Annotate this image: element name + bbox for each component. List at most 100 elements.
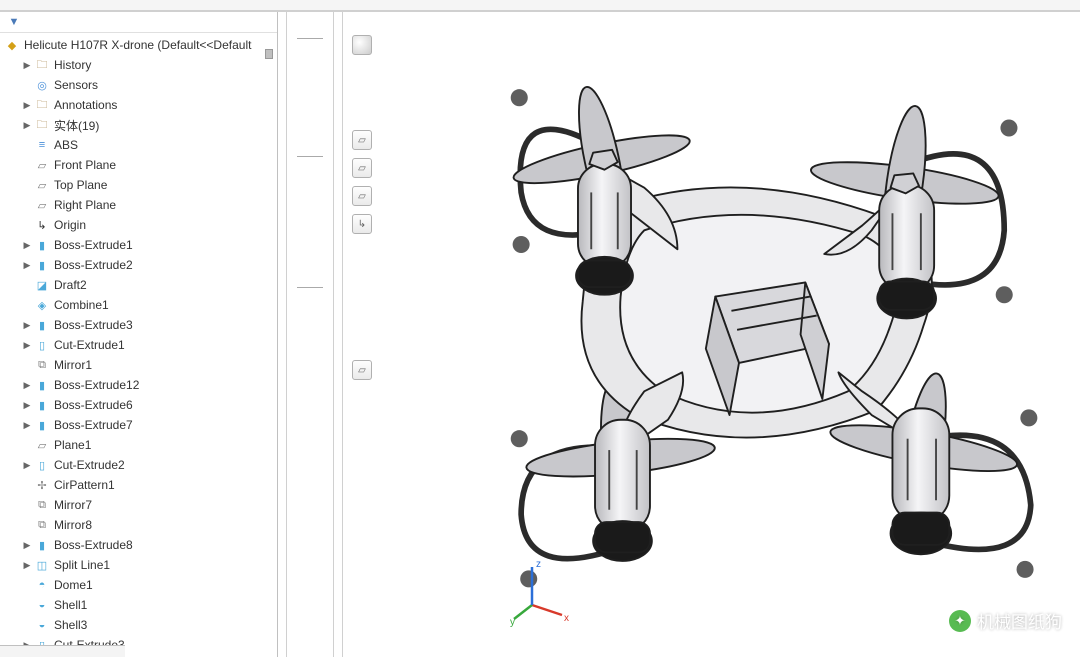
- tree-item[interactable]: ◎ Sensors: [2, 75, 277, 95]
- mirror-icon: ⧉: [34, 517, 50, 533]
- tree-item[interactable]: ≡ABS: [2, 135, 277, 155]
- expand-arrow-icon[interactable]: ▶: [22, 400, 32, 411]
- tree-item[interactable]: ◈Combine1: [2, 295, 277, 315]
- filter-row[interactable]: ▼: [0, 12, 277, 33]
- tree-item-label: Mirror8: [54, 518, 92, 532]
- tree-item-label: Split Line1: [54, 558, 110, 572]
- tree-item[interactable]: ▱Right Plane: [2, 195, 277, 215]
- feature-tree[interactable]: ◆ Helicute H107R X-drone (Default<<Defau…: [0, 33, 277, 657]
- graphics-viewport[interactable]: ▱ ▱ ▱ ↳ ▱: [278, 12, 1080, 657]
- appearance-ball-icon[interactable]: [352, 35, 372, 55]
- view-btn-2[interactable]: ▱: [352, 158, 372, 178]
- part-icon: ◆: [4, 37, 20, 53]
- expand-arrow-icon[interactable]: ▶: [22, 380, 32, 391]
- cut-icon: ▯: [34, 457, 50, 473]
- tree-root[interactable]: ◆ Helicute H107R X-drone (Default<<Defau…: [2, 35, 277, 55]
- tree-item[interactable]: ◓ Dome1: [2, 575, 277, 595]
- view-btn-1[interactable]: ▱: [352, 130, 372, 150]
- rollback-strip: [278, 12, 343, 657]
- extrude-icon: ▮: [34, 537, 50, 553]
- folder-icon: 🗀: [34, 117, 50, 133]
- tree-item[interactable]: ↳Origin: [2, 215, 277, 235]
- feature-tree-panel: ▼ ◆ Helicute H107R X-drone (Default<<Def…: [0, 12, 278, 657]
- tree-item[interactable]: ▶▮ Boss-Extrude3: [2, 315, 277, 335]
- expand-arrow-icon[interactable]: ▶: [22, 460, 32, 471]
- expand-arrow-icon[interactable]: ▶: [22, 340, 32, 351]
- coordinate-triad: x y z: [508, 557, 578, 627]
- view-icon-stack: ▱ ▱ ▱ ↳: [352, 130, 372, 234]
- main-container: ▼ ◆ Helicute H107R X-drone (Default<<Def…: [0, 12, 1080, 657]
- tree-item[interactable]: ⧉ Mirror8: [2, 515, 277, 535]
- tree-item-label: Cut-Extrude1: [54, 338, 125, 352]
- tree-item-label: Plane1: [54, 438, 91, 452]
- tree-item[interactable]: ▶▮Boss-Extrude1: [2, 235, 277, 255]
- top-toolbar: [0, 0, 1080, 12]
- tree-item[interactable]: ▶🗀实体(19): [2, 115, 277, 135]
- tree-item-label: Origin: [54, 218, 86, 232]
- tree-item[interactable]: ▶▮ Boss-Extrude12: [2, 375, 277, 395]
- expand-arrow-icon[interactable]: ▶: [22, 240, 32, 251]
- tree-item[interactable]: ▶▯ Cut-Extrude2: [2, 455, 277, 475]
- tree-item[interactable]: ▶🗀 Annotations: [2, 95, 277, 115]
- tree-item[interactable]: ▶▮Boss-Extrude7: [2, 415, 277, 435]
- origin-btn[interactable]: ↳: [352, 214, 372, 234]
- extrude-icon: ▮: [34, 417, 50, 433]
- tree-item[interactable]: ▱ Top Plane: [2, 175, 277, 195]
- tree-item-label: Boss-Extrude12: [54, 378, 139, 392]
- sensor-icon: ◎: [34, 77, 50, 93]
- tree-item[interactable]: ◒Shell1: [2, 595, 277, 615]
- tree-item[interactable]: ◪Draft2: [2, 275, 277, 295]
- plane1-btn[interactable]: ▱: [352, 360, 372, 380]
- tree-item[interactable]: ⧉Mirror1: [2, 355, 277, 375]
- extrude-icon: ▮: [34, 377, 50, 393]
- mirror-icon: ⧉: [34, 497, 50, 513]
- tree-item[interactable]: ▶▮Boss-Extrude6: [2, 395, 277, 415]
- tree-item-label: Sensors: [54, 78, 98, 92]
- view-btn-3[interactable]: ▱: [352, 186, 372, 206]
- plane-icon: ▱: [34, 437, 50, 453]
- split-icon: ◫: [34, 557, 50, 573]
- tree-item-label: Boss-Extrude6: [54, 398, 133, 412]
- tree-item-label: CirPattern1: [54, 478, 115, 492]
- expand-arrow-icon[interactable]: ▶: [22, 60, 32, 71]
- tree-item-label: ABS: [54, 138, 78, 152]
- triad-y-label: y: [510, 617, 515, 627]
- tree-item-label: Top Plane: [54, 178, 107, 192]
- expand-arrow-icon[interactable]: ▶: [22, 320, 32, 331]
- extrude-icon: ▮: [34, 257, 50, 273]
- tree-item-label: History: [54, 58, 91, 72]
- expand-arrow-icon[interactable]: ▶: [22, 100, 32, 111]
- tree-item[interactable]: ▶▯Cut-Extrude1: [2, 335, 277, 355]
- extrude-icon: ▮: [34, 237, 50, 253]
- folder-icon: 🗀: [34, 97, 50, 113]
- plane-icon: ▱: [34, 177, 50, 193]
- tree-item[interactable]: ▱Front Plane: [2, 155, 277, 175]
- tree-item[interactable]: ▶◫ Split Line1: [2, 555, 277, 575]
- tree-item[interactable]: ⧉Mirror7: [2, 495, 277, 515]
- watermark: ✦ 机械图纸狗: [949, 608, 1062, 633]
- expand-arrow-icon[interactable]: ▶: [22, 120, 32, 131]
- expand-arrow-icon[interactable]: ▶: [22, 540, 32, 551]
- tree-item[interactable]: ▶🗀History: [2, 55, 277, 75]
- tree-item-label: Boss-Extrude2: [54, 258, 133, 272]
- dome-icon: ◓: [34, 577, 50, 593]
- tree-item[interactable]: ✢CirPattern1: [2, 475, 277, 495]
- tree-item-label: Annotations: [54, 98, 117, 112]
- expand-arrow-icon[interactable]: ▶: [22, 560, 32, 571]
- scroll-up-icon[interactable]: [265, 49, 273, 59]
- tree-item[interactable]: ▱ Plane1: [2, 435, 277, 455]
- triad-z-label: z: [536, 559, 541, 570]
- extrude-icon: ▮: [34, 317, 50, 333]
- tab-strip: [0, 645, 125, 657]
- expand-arrow-icon[interactable]: ▶: [22, 260, 32, 271]
- tree-item-label: 实体(19): [54, 117, 99, 134]
- tree-item-label: Boss-Extrude8: [54, 538, 133, 552]
- tree-item-label: Dome1: [54, 578, 93, 592]
- tree-item-label: Boss-Extrude3: [54, 318, 133, 332]
- tree-item-label: Cut-Extrude2: [54, 458, 125, 472]
- expand-arrow-icon[interactable]: ▶: [22, 420, 32, 431]
- tree-item[interactable]: ◒Shell3: [2, 615, 277, 635]
- tree-item[interactable]: ▶▮ Boss-Extrude2: [2, 255, 277, 275]
- tree-item[interactable]: ▶▮ Boss-Extrude8: [2, 535, 277, 555]
- plane-icon: ▱: [34, 197, 50, 213]
